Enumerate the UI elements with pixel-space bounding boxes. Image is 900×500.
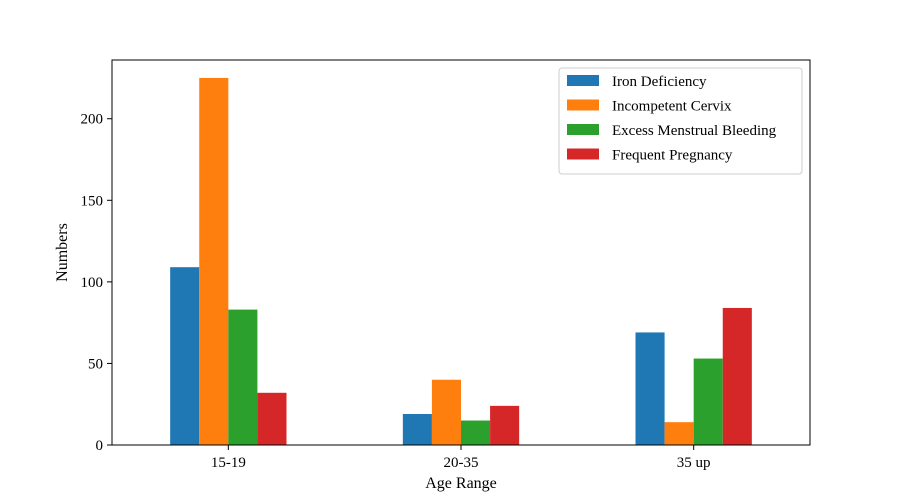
x-tick-label: 35 up [677,455,711,471]
bar-frequent-pregnancy-1 [490,405,520,445]
bar-incompetent-cervix-0 [199,77,229,445]
bar-excess-menstrual-bleeding-0 [228,309,258,445]
x-axis-label: Age Range [425,475,497,492]
x-axis: 15-19 20-35 35 up [211,445,711,471]
legend-label: Excess Menstrual Bleeding [612,123,777,139]
bar-incompetent-cervix-2 [664,422,694,445]
bar-frequent-pregnancy-2 [722,307,752,445]
legend-swatch [567,99,599,111]
legend: Iron Deficiency Incompetent Cervix Excess … [558,67,803,175]
legend-swatch [567,75,599,86]
y-tick-label: 150 [81,193,104,209]
y-axis-label: Numbers [54,223,71,282]
x-tick-label: 15-19 [211,455,246,471]
x-tick-label: 20-35 [444,455,479,471]
y-tick-label: 0 [96,438,104,454]
legend-swatch [567,124,599,135]
y-tick-label: 200 [81,112,104,128]
bar-iron-deficiency-2 [635,332,665,445]
legend-label: Frequent Pregnancy [612,148,733,164]
bar-iron-deficiency-0 [170,267,200,445]
bar-excess-menstrual-bleeding-1 [461,420,491,445]
bar-frequent-pregnancy-0 [257,392,287,445]
y-tick-label: 100 [81,275,104,291]
legend-label: Iron Deficiency [612,74,707,90]
legend-swatch [567,148,599,160]
bars-group [170,77,752,445]
bar-excess-menstrual-bleeding-2 [693,358,723,445]
y-axis: 0 50 100 150 200 [81,112,112,454]
y-tick-label: 50 [88,356,103,372]
bar-incompetent-cervix-1 [431,379,461,445]
bar-iron-deficiency-1 [402,414,432,445]
legend-label: Incompetent Cervix [612,99,732,115]
legend-box [558,67,803,175]
